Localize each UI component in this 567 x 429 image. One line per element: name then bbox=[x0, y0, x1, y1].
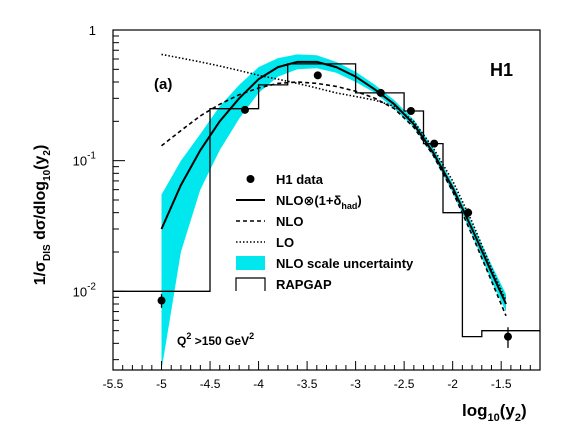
data-point bbox=[406, 106, 415, 115]
x-tick-label: -2.5 bbox=[394, 377, 415, 391]
legend-label: NLO scale uncertainty bbox=[276, 256, 414, 271]
x-tick-label: -5.5 bbox=[103, 377, 124, 391]
y-tick-label: 10-2 bbox=[73, 281, 97, 299]
x-tick-label: -4 bbox=[253, 377, 264, 391]
legend-entry-nlo: NLO bbox=[236, 214, 303, 229]
x-tick-label: -4.5 bbox=[200, 377, 221, 391]
data-point bbox=[313, 71, 322, 80]
x-tick-label: -5 bbox=[156, 377, 167, 391]
legend-label: LO bbox=[276, 235, 294, 250]
legend-label: NLO bbox=[276, 214, 303, 229]
legend-entry-nlo-had: NLO⊗(1+δhad) bbox=[236, 193, 362, 211]
x-tick-label: -3.5 bbox=[297, 377, 318, 391]
x-tick-label: -3 bbox=[350, 377, 361, 391]
panel-label: (a) bbox=[154, 76, 172, 93]
x-axis-label: log10(y2) bbox=[462, 401, 527, 424]
curve-nlo-had bbox=[160, 60, 507, 305]
axes-layer: -5.5 -5 -4.5 -4 -3.5 -3 -2.5 -2 -1.5 1 10-1 10-2 bbox=[73, 23, 531, 391]
data-marker bbox=[313, 71, 322, 80]
legend-label: H1 data bbox=[276, 172, 324, 187]
legend-swatch-band bbox=[236, 256, 265, 270]
data-marker bbox=[376, 88, 385, 97]
legend-entry-data: H1 data bbox=[246, 172, 324, 187]
legend: H1 data NLO⊗(1+δhad) NLO LO NLO scale uncert… bbox=[235, 172, 414, 292]
curve-nlo bbox=[161, 81, 507, 317]
data-point bbox=[376, 88, 385, 97]
data-point bbox=[240, 105, 249, 114]
data-point bbox=[503, 327, 512, 348]
x-tick-label: -2 bbox=[447, 377, 458, 391]
y-tick-label: 1 bbox=[89, 23, 96, 38]
data-point bbox=[430, 139, 439, 148]
y-axis-label: 1/σDIS dσ/dlog10(y2) bbox=[32, 145, 53, 286]
cut-label: Q2 >150 GeV2 bbox=[177, 331, 254, 348]
data-point bbox=[157, 294, 166, 308]
data-marker bbox=[430, 139, 439, 148]
rapgap-histogram bbox=[113, 63, 540, 338]
legend-label: NLO⊗(1+δhad) bbox=[276, 193, 362, 211]
legend-label: RAPGAP bbox=[276, 277, 332, 292]
data-marker bbox=[406, 106, 415, 115]
data-point bbox=[464, 208, 473, 218]
data-marker bbox=[464, 208, 473, 217]
y-tick-label: 10-1 bbox=[73, 151, 97, 169]
data-marker bbox=[157, 296, 166, 305]
legend-entry-band: NLO scale uncertainty bbox=[236, 256, 414, 271]
x-tick-label: -1.5 bbox=[491, 377, 512, 391]
legend-swatch-rapgap bbox=[235, 277, 266, 291]
legend-entry-rapgap: RAPGAP bbox=[235, 277, 332, 292]
experiment-label: H1 bbox=[490, 60, 513, 80]
data-marker bbox=[503, 332, 512, 341]
plot-layer bbox=[113, 53, 540, 371]
legend-entry-lo: LO bbox=[236, 235, 294, 250]
curve-lo bbox=[161, 53, 507, 301]
legend-marker-data bbox=[246, 175, 255, 183]
data-marker bbox=[240, 105, 249, 114]
